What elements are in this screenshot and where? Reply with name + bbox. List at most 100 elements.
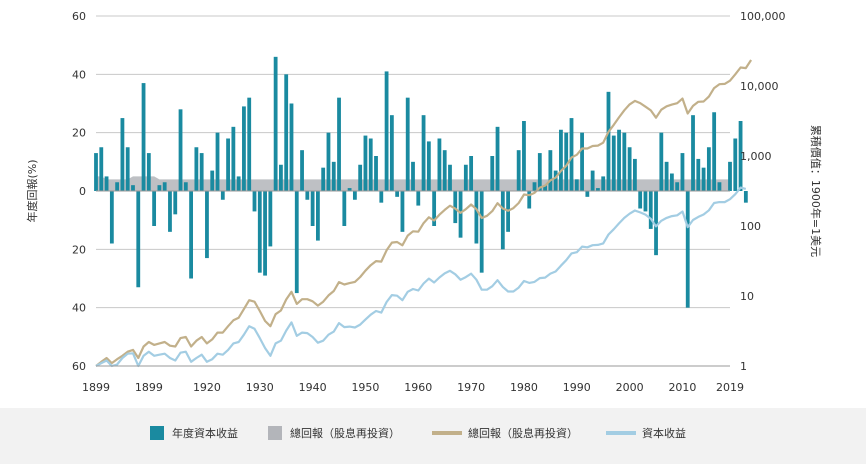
x-tick-label: 1970 bbox=[457, 381, 485, 394]
capital-gain-bar bbox=[532, 182, 537, 191]
capital-gain-bar bbox=[701, 167, 706, 191]
x-tick-label: 1980 bbox=[510, 381, 538, 394]
capital-gain-bar bbox=[537, 153, 542, 191]
capital-gain-bar bbox=[363, 135, 368, 191]
capital-gain-bar bbox=[368, 138, 373, 191]
right-tick-label: 1,000 bbox=[740, 150, 772, 163]
left-axis-ticks: 60 40 20 0 20 40 60 bbox=[72, 10, 86, 373]
capital-gain-bar bbox=[738, 121, 743, 191]
capital-gain-bar bbox=[569, 118, 574, 191]
x-tick-label: 1940 bbox=[299, 381, 327, 394]
x-tick-label: 1899 bbox=[82, 381, 110, 394]
capital-gain-bar bbox=[352, 191, 357, 200]
capital-gain-bar bbox=[585, 191, 590, 197]
capital-gain-bar bbox=[622, 132, 627, 191]
capital-gain-bar bbox=[559, 129, 563, 191]
capital-gain-bar bbox=[331, 161, 336, 191]
capital-gain-bar bbox=[199, 153, 204, 191]
capital-gain-bars bbox=[94, 56, 748, 308]
capital-gain-bar bbox=[669, 173, 674, 191]
right-tick-label: 1 bbox=[740, 360, 747, 373]
capital-gain-bar bbox=[638, 191, 643, 209]
x-tick-label: 2010 bbox=[668, 381, 696, 394]
left-axis-title: 年度回報(%) bbox=[25, 159, 39, 222]
capital-gain-bar bbox=[205, 191, 209, 259]
capital-gain-bar bbox=[426, 141, 431, 191]
capital-gain-bar bbox=[279, 164, 283, 191]
capital-gain-bar bbox=[685, 191, 690, 308]
axes bbox=[96, 190, 730, 367]
capital-gain-bar bbox=[384, 71, 389, 191]
left-tick-label: 0 bbox=[79, 185, 86, 198]
capital-gain-bar bbox=[395, 191, 400, 197]
capital-gain-bar bbox=[659, 132, 664, 191]
right-tick-label: 100,000 bbox=[740, 10, 786, 23]
capital-gain-bar bbox=[527, 191, 532, 209]
total-return-cumulative-line bbox=[95, 59, 753, 367]
legend-swatch-total-bar bbox=[268, 426, 282, 440]
legend-label-total-bar: 總回報（股息再投資） bbox=[290, 426, 400, 440]
capital-gain-bar bbox=[606, 91, 611, 191]
capital-gain-bar bbox=[474, 191, 479, 244]
capital-gain-bar bbox=[553, 170, 558, 191]
grid-lines bbox=[96, 15, 730, 309]
x-tick-label: 1990 bbox=[563, 381, 591, 394]
capital-gain-bar bbox=[347, 188, 352, 191]
capital-gain-bar bbox=[220, 191, 225, 200]
capital-gain-bar bbox=[273, 56, 278, 192]
capital-gain-bar bbox=[500, 191, 505, 250]
capital-gain-bar bbox=[115, 182, 120, 191]
capital-gain-bar bbox=[104, 176, 109, 191]
capital-gain-bar bbox=[99, 147, 104, 191]
capital-gain-bar bbox=[247, 97, 252, 191]
capital-gain-bar bbox=[437, 138, 442, 191]
capital-gain-bar bbox=[315, 191, 320, 241]
capital-gain-cumulative-line bbox=[95, 186, 747, 368]
capital-gain-bar bbox=[146, 153, 151, 191]
capital-gain-bar bbox=[712, 112, 717, 191]
capital-gain-bar bbox=[294, 191, 299, 294]
left-tick-label: 60 bbox=[72, 360, 86, 373]
capital-gain-bar bbox=[469, 156, 474, 191]
capital-gain-bar bbox=[490, 156, 495, 191]
capital-gain-bar bbox=[178, 109, 183, 191]
capital-gain-bar bbox=[226, 138, 230, 191]
capital-gain-bar bbox=[453, 191, 458, 224]
capital-gain-bar bbox=[416, 191, 421, 206]
capital-gain-bar bbox=[601, 176, 606, 191]
capital-gain-bar bbox=[717, 182, 722, 191]
capital-gain-bar bbox=[257, 191, 262, 273]
left-tick-label: 20 bbox=[72, 127, 86, 140]
capital-gain-bar bbox=[168, 191, 172, 232]
x-tick-label: 1960 bbox=[404, 381, 432, 394]
capital-gain-bar bbox=[442, 150, 447, 191]
left-tick-label: 20 bbox=[72, 243, 86, 256]
capital-gain-bar bbox=[379, 191, 384, 203]
capital-gain-bar bbox=[263, 191, 267, 276]
capital-gain-bar bbox=[231, 126, 236, 191]
capital-gain-bar bbox=[743, 191, 748, 203]
right-tick-label: 10 bbox=[740, 290, 754, 303]
capital-gain-bar bbox=[337, 97, 341, 191]
capital-gain-bar bbox=[162, 182, 167, 191]
capital-gain-bar bbox=[300, 150, 304, 191]
x-tick-label: 1899 bbox=[135, 381, 163, 394]
capital-gain-bar bbox=[210, 170, 215, 191]
capital-gain-bar bbox=[574, 179, 579, 191]
capital-gain-bar bbox=[522, 121, 526, 191]
capital-gain-bar bbox=[289, 103, 294, 191]
capital-gain-bar bbox=[596, 188, 600, 191]
capital-gain-bar bbox=[448, 164, 452, 191]
capital-gain-bar bbox=[405, 97, 410, 191]
capital-gain-bar bbox=[321, 167, 326, 191]
legend: 年度資本收益 總回報（股息再投資） 總回報（股息再投資） 資本收益 bbox=[150, 426, 686, 440]
capital-gain-bar bbox=[189, 191, 194, 279]
capital-gain-bar bbox=[400, 191, 405, 232]
capital-gain-bar bbox=[479, 191, 484, 273]
capital-gain-bar bbox=[268, 191, 273, 247]
capital-gain-bar bbox=[157, 185, 162, 191]
x-tick-label: 2019 bbox=[716, 381, 744, 394]
capital-gain-bar bbox=[728, 161, 732, 191]
legend-label-capital-bar: 年度資本收益 bbox=[172, 426, 238, 440]
